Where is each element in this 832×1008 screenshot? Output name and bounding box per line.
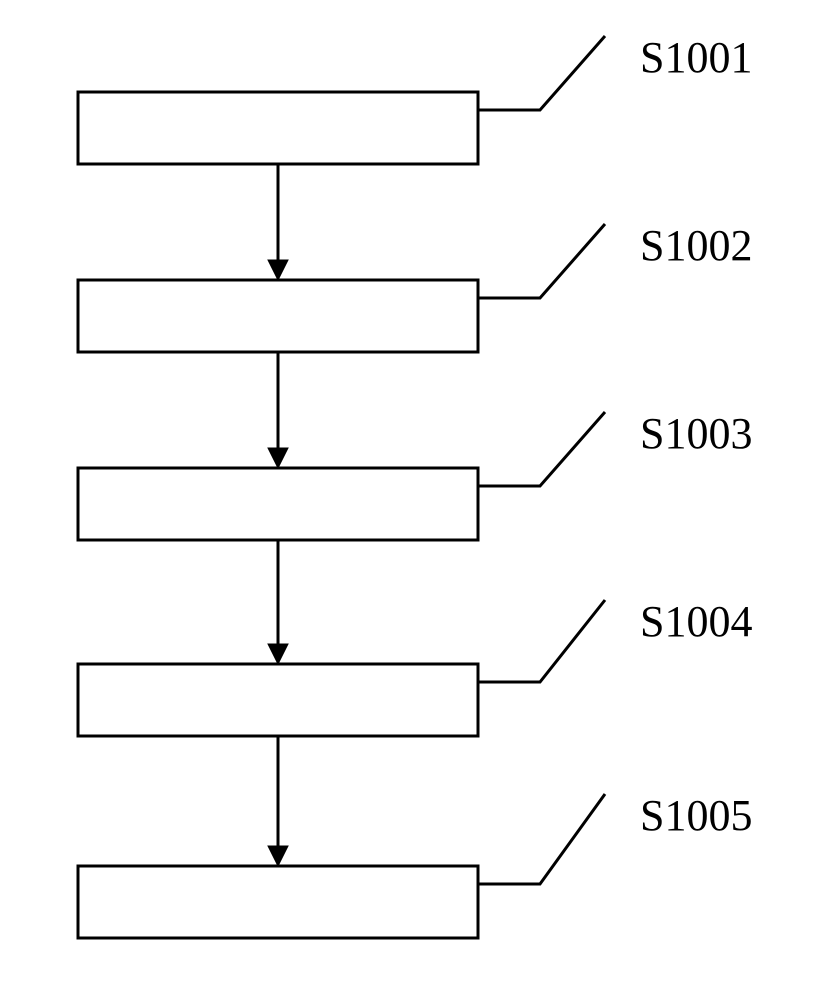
flow-step-box [78,468,478,540]
flow-arrow-head [268,644,288,664]
step-label: S1003 [640,409,752,458]
flow-arrow-head [268,846,288,866]
flowchart-diagram: S1001 S1002 S1003 S1004 S1005 [0,0,832,1008]
step-label: S1005 [640,791,752,840]
flow-arrow-head [268,448,288,468]
flow-step-box [78,664,478,736]
flow-step-box [78,866,478,938]
step-label: S1002 [640,221,752,270]
callout-line [478,600,605,682]
callout-line [478,794,605,884]
flow-arrow-head [268,260,288,280]
callout-line [478,412,605,486]
callout-line [478,224,605,298]
step-label: S1004 [640,597,752,646]
flow-step-box [78,280,478,352]
callout-line [478,36,605,110]
step-label: S1001 [640,33,752,82]
flow-step-box [78,92,478,164]
